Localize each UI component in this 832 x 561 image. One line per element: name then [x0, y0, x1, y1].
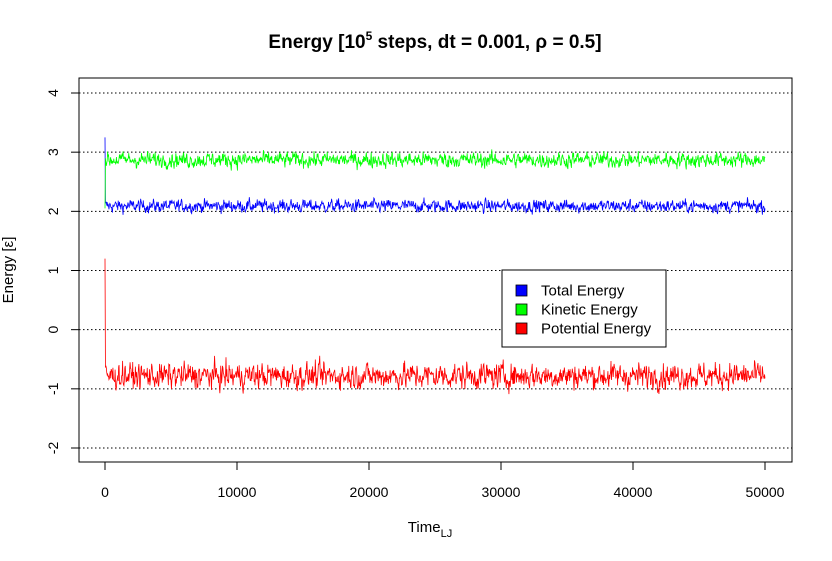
y-tick-label: 1 — [45, 266, 61, 274]
y-axis-label: Energy [ε] — [0, 237, 17, 304]
title-superscript: 5 — [366, 29, 373, 43]
y-tick-label: -2 — [45, 442, 61, 455]
series-layer — [104, 137, 766, 395]
x-axis: 0 10000 20000 30000 40000 50000 — [101, 462, 785, 500]
y-tick-label: -1 — [45, 382, 61, 395]
x-axis-label: TimeLJ — [408, 519, 452, 540]
x-tick-label: 30000 — [482, 484, 521, 500]
x-tick-label: 0 — [101, 484, 109, 500]
x-tick-label: 20000 — [350, 484, 389, 500]
series-line-kinetic-energy — [104, 149, 766, 209]
y-tick-label: 4 — [45, 89, 61, 97]
x-label-subscript: LJ — [441, 528, 453, 540]
series-line-total-energy — [104, 137, 766, 215]
y-axis: -2 -1 0 1 2 3 4 — [45, 89, 79, 454]
legend-box — [501, 269, 667, 348]
x-label-main: Time — [408, 519, 441, 536]
title-suffix: steps, dt = 0.001, ρ = 0.5] — [372, 32, 601, 53]
y-tick-label: 0 — [45, 326, 61, 334]
x-tick-label: 40000 — [614, 484, 653, 500]
legend-swatch — [515, 322, 528, 335]
series-line-potential-energy — [104, 258, 766, 395]
y-tick-label: 2 — [45, 207, 61, 215]
title-prefix: Energy [10 — [268, 32, 365, 53]
legend-label: Kinetic Energy — [541, 302, 638, 319]
legend-label: Potential Energy — [541, 321, 652, 338]
legend-label: Total Energy — [541, 283, 625, 300]
x-tick-label: 50000 — [746, 484, 785, 500]
legend: Total Energy Kinetic Energy Potential Ener… — [501, 269, 667, 348]
x-tick-label: 10000 — [218, 484, 257, 500]
grid-lines — [79, 92, 792, 449]
y-tick-label: 3 — [45, 148, 61, 156]
legend-swatch — [515, 284, 528, 297]
chart-title: Energy [105 steps, dt = 0.001, ρ = 0.5] — [268, 29, 601, 53]
legend-swatch — [515, 303, 528, 316]
